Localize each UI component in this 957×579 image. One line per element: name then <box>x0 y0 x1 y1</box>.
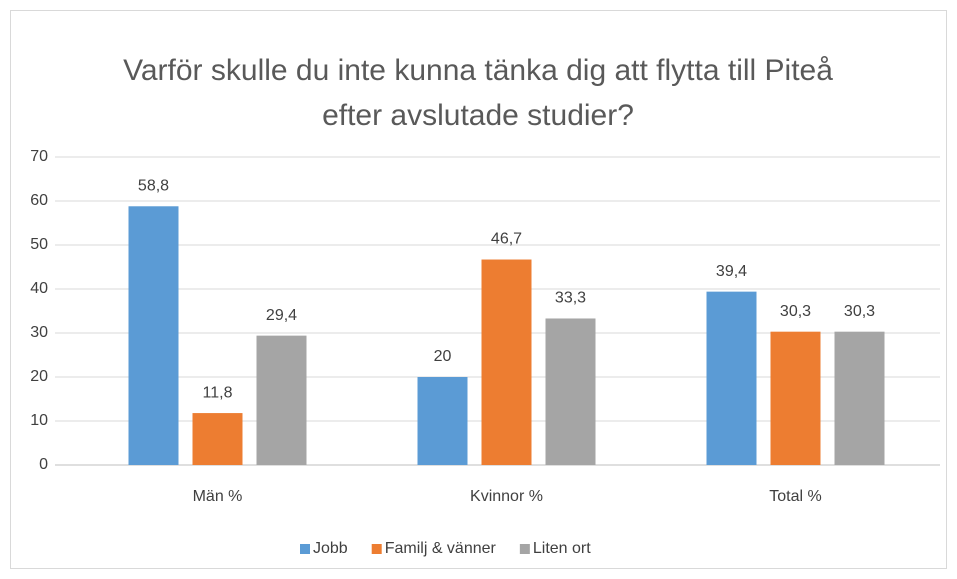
legend-label: Liten ort <box>533 540 591 557</box>
legend-swatch <box>300 544 310 554</box>
value-label: 29,4 <box>266 307 297 324</box>
chart-title: Varför skulle du inte kunna tänka dig at… <box>123 54 833 132</box>
bar <box>770 331 821 465</box>
y-tick-label: 20 <box>30 368 48 385</box>
value-label: 30,3 <box>780 303 811 320</box>
y-tick-label: 0 <box>39 456 48 473</box>
bar <box>128 206 179 465</box>
legend-label: Jobb <box>313 540 348 557</box>
y-tick-label: 40 <box>30 280 48 297</box>
y-tick-label: 10 <box>30 412 48 429</box>
value-label: 30,3 <box>844 303 875 320</box>
value-label: 46,7 <box>491 231 522 248</box>
bar <box>481 259 532 465</box>
x-tick-label: Män % <box>193 488 243 505</box>
value-label: 11,8 <box>203 384 233 401</box>
value-label: 33,3 <box>555 290 586 307</box>
value-label: 39,4 <box>716 263 747 280</box>
bar <box>706 291 757 465</box>
x-tick-label: Kvinnor % <box>470 488 543 505</box>
bar <box>834 331 885 465</box>
x-tick-label: Total % <box>769 488 821 505</box>
value-label: 20 <box>434 348 452 365</box>
y-tick-label: 50 <box>30 236 48 253</box>
bar <box>192 413 243 465</box>
bar <box>256 335 307 465</box>
bar <box>545 318 596 465</box>
y-tick-label: 60 <box>30 192 48 209</box>
legend-swatch <box>519 544 530 554</box>
y-tick-label: 70 <box>30 148 48 165</box>
legend-label: Familj & vänner <box>385 540 497 557</box>
bar <box>417 377 468 465</box>
value-label: 58,8 <box>138 177 169 194</box>
legend-swatch <box>371 544 382 554</box>
y-tick-label: 30 <box>30 324 48 341</box>
